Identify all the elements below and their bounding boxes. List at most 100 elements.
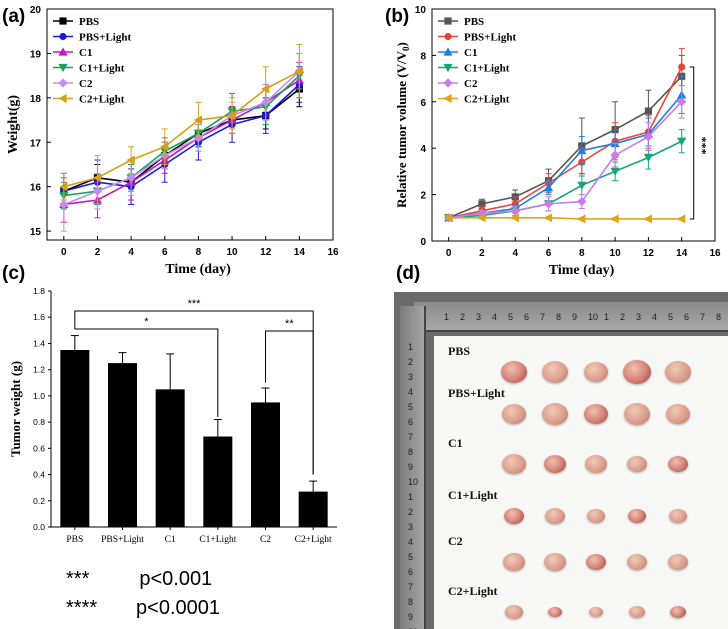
panel-labels: (a) (b) (c) (d) (2, 6, 420, 284)
ruler-top-number: 2 (620, 312, 626, 322)
y-tick-label: 20 (30, 5, 42, 16)
y-tick-label: 16 (30, 183, 42, 194)
ruler-left-number: 6 (408, 567, 414, 577)
series-line (448, 217, 682, 220)
tumor-row-label: C2 (448, 534, 463, 548)
series-c2 (444, 85, 687, 223)
tumor-sample (585, 455, 607, 473)
tumor-sample (627, 554, 647, 570)
tumor-sample (665, 361, 691, 383)
x-tick-label: 16 (709, 248, 721, 259)
significance-label: *** (696, 137, 710, 155)
tumor-sample (542, 403, 568, 425)
legend-label: C1+Light (464, 63, 510, 75)
legend-label: C2 (79, 78, 93, 90)
series-line (448, 140, 683, 219)
ruler-top-number: 6 (524, 312, 530, 322)
data-point (677, 137, 687, 146)
tumor-row-label: PBS (448, 344, 471, 358)
data-point (444, 213, 453, 223)
tumor-sample (502, 404, 526, 424)
legend-label: C1+Light (79, 63, 125, 75)
ruler-left-number: 4 (408, 387, 414, 397)
ruler-left-number: 3 (408, 372, 414, 382)
data-point (543, 213, 553, 223)
y-axis-label: Weight(g) (6, 95, 21, 154)
legend-marker (444, 32, 452, 41)
x-tick-label: C1 (165, 535, 176, 545)
ruler-left-number: 4 (408, 537, 414, 547)
legend-marker (444, 17, 452, 25)
data-point (92, 173, 102, 183)
x-tick-label: C2+Light (295, 535, 332, 545)
ruler-top-number: 3 (636, 312, 642, 322)
series-line (63, 83, 300, 192)
series-c1-light (59, 52, 304, 210)
ruler-left-number: 8 (408, 597, 414, 607)
y-tick-label: 0.2 (33, 496, 45, 506)
data-point (510, 206, 520, 216)
ruler-left-number: 7 (408, 432, 414, 442)
bar-c2 (251, 402, 280, 527)
y-tick-label: 4 (420, 144, 426, 155)
legend-marker (443, 93, 452, 104)
significance-bracket (689, 66, 695, 220)
panel-label-c: (c) (2, 263, 25, 284)
y-tick-label: 8 (420, 51, 426, 62)
y-tick-label: 1.8 (33, 286, 45, 296)
x-tick-label: 0 (446, 248, 452, 259)
y-tick-label: 6 (420, 98, 426, 109)
y-tick-label: 1.4 (33, 338, 45, 348)
y-axis-label: Tumor weight (g) (8, 361, 23, 457)
x-axis-label: Time (day) (549, 263, 615, 278)
y-axis-label-end: ) (394, 42, 409, 46)
data-point (126, 173, 136, 183)
ruler-left-number: 20 (408, 627, 418, 629)
ruler-top-number: 8 (556, 312, 562, 322)
x-axis-label: Time (day) (165, 262, 231, 277)
ruler-left-number: 8 (408, 447, 414, 457)
y-tick-label: 2 (420, 191, 426, 202)
data-point (643, 153, 654, 163)
tumor-sample (668, 456, 688, 472)
data-point (677, 97, 687, 107)
x-tick-label: 8 (196, 247, 202, 258)
panel-label-a: (a) (2, 6, 25, 27)
photo-background-paper: PBS PBS+Light C1 C1+Light C2 C2+Light (434, 336, 728, 629)
significance-key-2: **** p<0.0001 (66, 597, 221, 619)
data-point (160, 142, 169, 152)
legend-marker (59, 17, 67, 25)
data-point (577, 214, 586, 224)
ruler-left-number: 6 (408, 417, 414, 427)
ruler-top-number: 9 (572, 312, 578, 322)
tumor-sample (623, 360, 651, 384)
y-tick-label: 10 (415, 5, 427, 16)
tumor-row-label: PBS+Light (448, 386, 505, 400)
y-axis-label: Relative tumor volume (V/V0) (394, 42, 411, 208)
series-c2-light (444, 213, 686, 224)
ruler-left-number: 3 (408, 522, 414, 532)
data-point (644, 107, 653, 115)
panel-label-b: (b) (385, 6, 409, 27)
significance-label: *** (188, 298, 202, 310)
x-tick-label: 2 (95, 247, 101, 258)
x-tick-label: PBS (66, 535, 83, 545)
ruler-top-number: 3 (476, 312, 482, 322)
legend-marker (58, 93, 67, 104)
significance-bracket (265, 330, 314, 475)
ruler-left-number: 2 (408, 357, 414, 367)
y-tick-label: 0.4 (33, 470, 45, 480)
tumor-sample (548, 607, 562, 617)
tumor-sample (589, 607, 603, 617)
data-point (126, 155, 135, 165)
legend-marker (443, 78, 453, 88)
tumor-sample (545, 508, 565, 524)
ruler-top-number: 10 (588, 312, 599, 322)
x-tick-label: 14 (676, 248, 688, 259)
tumor-sample (624, 403, 650, 425)
x-tick-label: 6 (546, 248, 552, 259)
data-point (543, 199, 554, 209)
series-line (63, 70, 300, 206)
ruler-left-number: 5 (408, 402, 414, 412)
